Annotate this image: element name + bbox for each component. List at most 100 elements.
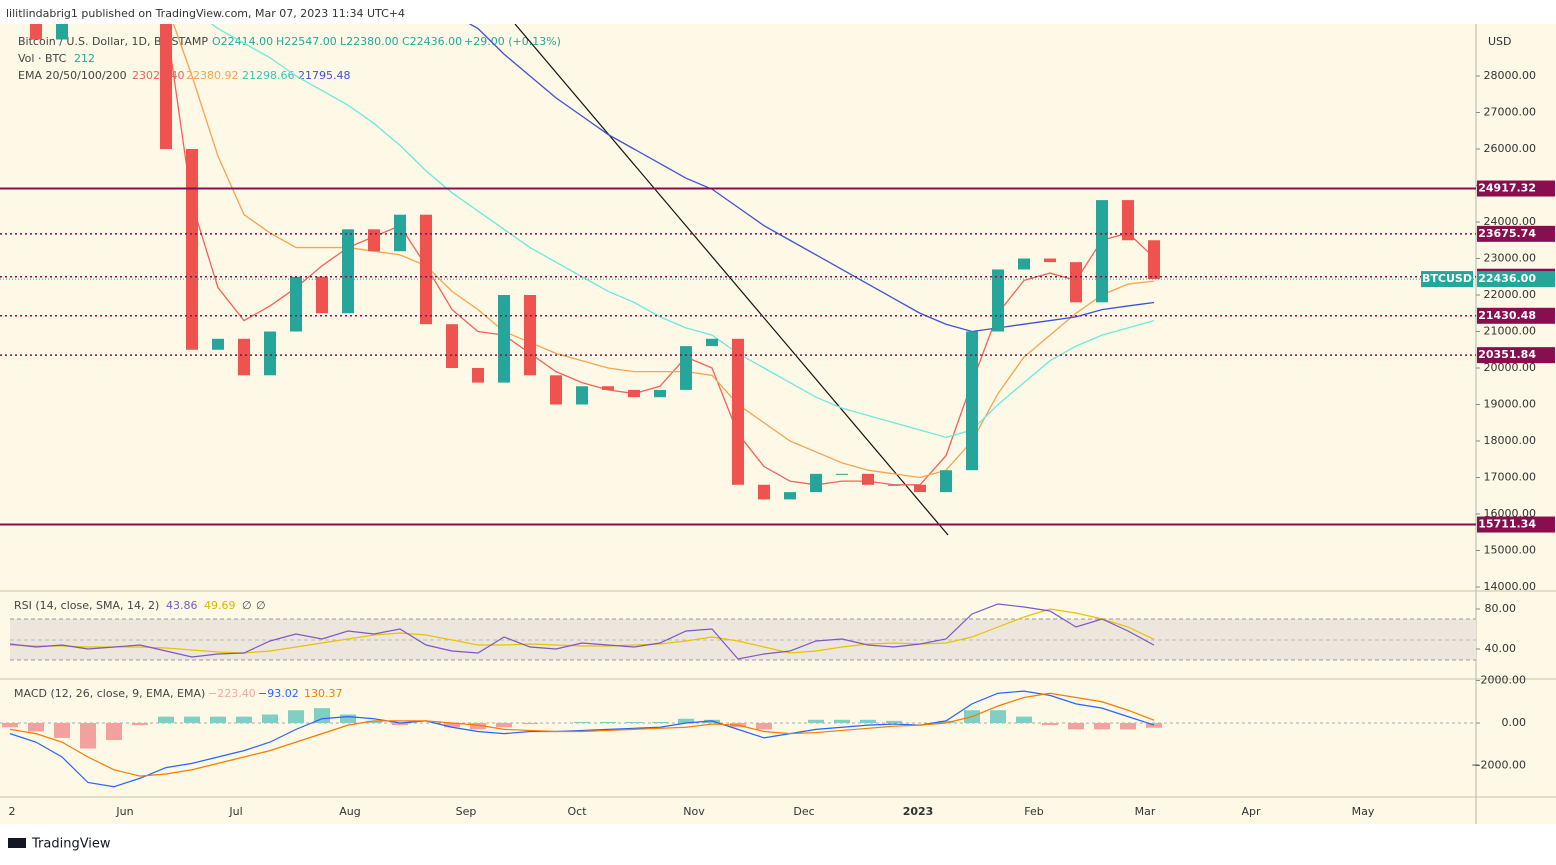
macd-hist-bar bbox=[54, 723, 70, 738]
x-tick-label: 2 bbox=[9, 805, 16, 818]
candle bbox=[316, 276, 328, 314]
macd-hist-bar bbox=[288, 710, 304, 723]
macd-line bbox=[9, 690, 1155, 788]
candle bbox=[472, 368, 484, 383]
x-tick-label: Apr bbox=[1241, 805, 1261, 818]
macd-hist-bar bbox=[236, 716, 252, 723]
ema-line bbox=[468, 24, 1155, 333]
candle bbox=[732, 338, 744, 485]
rsi-label: RSI (14, close, SMA, 14, 2) bbox=[14, 599, 159, 612]
level-tag bbox=[1477, 180, 1555, 197]
candle bbox=[524, 295, 536, 376]
macd-hist-bar bbox=[158, 716, 174, 723]
symbol-tag: BTCUSD bbox=[1422, 272, 1472, 285]
candle bbox=[30, 24, 42, 40]
macd-hist-bar bbox=[1120, 723, 1136, 730]
rsi-line bbox=[9, 603, 1155, 660]
candle bbox=[758, 484, 770, 500]
last-price-label: 22436.00 bbox=[1478, 272, 1536, 285]
candle bbox=[186, 149, 198, 350]
macd-hist-bar bbox=[626, 721, 642, 723]
macd-hist-bar bbox=[366, 720, 382, 723]
main-pane bbox=[30, 24, 1160, 536]
x-tick-label: Jun bbox=[115, 805, 133, 818]
rsi-sma: 49.69 bbox=[204, 599, 236, 612]
x-tick-label: May bbox=[1352, 805, 1375, 818]
ema-line bbox=[172, 24, 1155, 479]
candle bbox=[56, 24, 68, 40]
ema-line bbox=[165, 24, 1155, 486]
candle bbox=[706, 338, 718, 347]
macd-hist-bar bbox=[522, 723, 538, 725]
macd-hist-bar bbox=[1068, 723, 1084, 730]
y-tick-label: 18000.00 bbox=[1484, 434, 1537, 447]
brand: TradingView bbox=[31, 837, 111, 852]
ema-value: 22380.92 bbox=[186, 69, 239, 82]
macd-hist-bar bbox=[132, 723, 148, 726]
candle bbox=[680, 346, 692, 390]
signal-line bbox=[9, 692, 1155, 777]
x-tick-label: Jul bbox=[228, 805, 242, 818]
candle bbox=[160, 24, 172, 149]
volume-value: 212 bbox=[74, 52, 95, 65]
ema-value: 21795.48 bbox=[298, 69, 351, 82]
y-tick-label: 28000.00 bbox=[1484, 69, 1537, 82]
macd-hist-bar bbox=[496, 723, 512, 728]
y-tick-label: 14000.00 bbox=[1484, 580, 1537, 593]
level-tag bbox=[1477, 347, 1555, 364]
publisher: lilitlindabrig1 published on TradingView… bbox=[6, 7, 405, 20]
x-tick-label: Feb bbox=[1024, 805, 1043, 818]
x-tick-label: Dec bbox=[793, 805, 814, 818]
macd-tick-label: 2000.00 bbox=[1481, 674, 1527, 687]
level-label: 15711.34 bbox=[1478, 518, 1536, 531]
candle bbox=[1044, 258, 1056, 263]
y-tick-label: 23000.00 bbox=[1484, 252, 1537, 265]
macd-value: −93.02 bbox=[258, 687, 299, 700]
macd-hist-bar bbox=[938, 720, 954, 723]
candle bbox=[1148, 240, 1160, 280]
candle bbox=[836, 473, 848, 475]
macd-hist-bar bbox=[1094, 723, 1110, 730]
macd-hist-bar bbox=[470, 723, 486, 730]
candle bbox=[576, 386, 588, 405]
candle bbox=[602, 386, 614, 390]
y-tick-label: 22000.00 bbox=[1484, 288, 1537, 301]
y-tick-label: 24000.00 bbox=[1484, 215, 1537, 228]
y-tick-label: 17000.00 bbox=[1484, 471, 1537, 484]
level-tag bbox=[1477, 516, 1555, 533]
macd-hist-bar bbox=[1042, 723, 1058, 726]
level-tag bbox=[1477, 225, 1555, 242]
macd-hist-bar bbox=[652, 721, 668, 723]
close: C22436.00 bbox=[402, 35, 462, 48]
candle bbox=[1122, 200, 1134, 241]
high: H22547.00 bbox=[276, 35, 337, 48]
last-price-bg bbox=[1477, 271, 1555, 288]
candle bbox=[1018, 258, 1030, 270]
x-tick-label: Mar bbox=[1135, 805, 1156, 818]
level-tag bbox=[1477, 307, 1555, 324]
macd-hist: −223.40 bbox=[208, 687, 256, 700]
candle bbox=[212, 338, 224, 350]
symbol-tag-bg bbox=[1421, 271, 1473, 288]
macd-label: MACD (12, 26, close, 9, EMA, EMA) bbox=[14, 687, 205, 700]
level-label: 21430.48 bbox=[1478, 309, 1536, 322]
macd-hist-bar bbox=[1146, 723, 1162, 728]
level-label: 20351.84 bbox=[1478, 348, 1536, 361]
candle bbox=[368, 229, 380, 252]
macd-hist-bar bbox=[80, 723, 96, 749]
candle bbox=[628, 389, 640, 398]
candle bbox=[888, 484, 900, 486]
candle bbox=[784, 492, 796, 500]
candle bbox=[498, 295, 510, 383]
macd-hist-bar bbox=[2, 723, 18, 728]
ema-label: EMA 20/50/100/200 bbox=[18, 69, 127, 82]
trendline bbox=[514, 24, 949, 536]
candle bbox=[1070, 262, 1082, 303]
macd-hist-bar bbox=[184, 716, 200, 723]
macd-hist-bar bbox=[678, 718, 694, 723]
y-tick-label: 15000.00 bbox=[1484, 544, 1537, 557]
macd-hist-bar bbox=[106, 723, 122, 740]
macd-tick-label: 0.00 bbox=[1502, 716, 1527, 729]
rsi-sma-line bbox=[9, 608, 1155, 654]
